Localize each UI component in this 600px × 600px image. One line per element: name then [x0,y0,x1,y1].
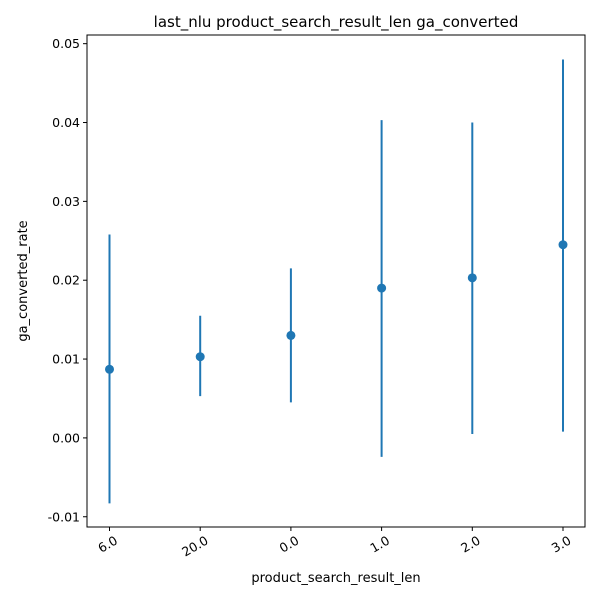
data-point [105,364,114,374]
data-point [195,352,205,362]
x-axis-title: product_search_result_len [251,571,420,586]
y-tick-label: 0.03 [52,194,80,209]
plot-area [105,59,568,504]
y-axis-title: ga_converted_rate [16,220,31,341]
data-point [467,273,477,283]
x-axis: 6.0 20.0 0.0 1.0 2.0 3.0 [95,527,574,560]
data-point [286,330,296,340]
data-point [558,240,568,250]
y-tick-label: -0.01 [48,509,80,524]
y-tick-label: 0.02 [52,273,80,288]
data-point [377,283,387,293]
x-tick-label: 6.0 [95,533,120,556]
x-tick-label: 0.0 [277,533,302,556]
plot-frame [86,34,586,528]
x-tick-label: 20.0 [179,533,211,560]
y-tick-label: 0.04 [52,115,80,130]
y-tick-label: 0.00 [52,430,80,445]
x-tick-label: 3.0 [549,533,574,556]
x-tick-label: 1.0 [367,533,392,556]
y-tick-label: 0.05 [52,36,80,51]
y-tick-label: 0.01 [52,352,80,367]
y-axis: -0.01 0.00 0.01 0.02 0.03 0.04 0.05 [48,36,87,524]
chart-title: last_nlu product_search_result_len ga_co… [154,13,519,32]
x-tick-label: 2.0 [458,533,483,556]
